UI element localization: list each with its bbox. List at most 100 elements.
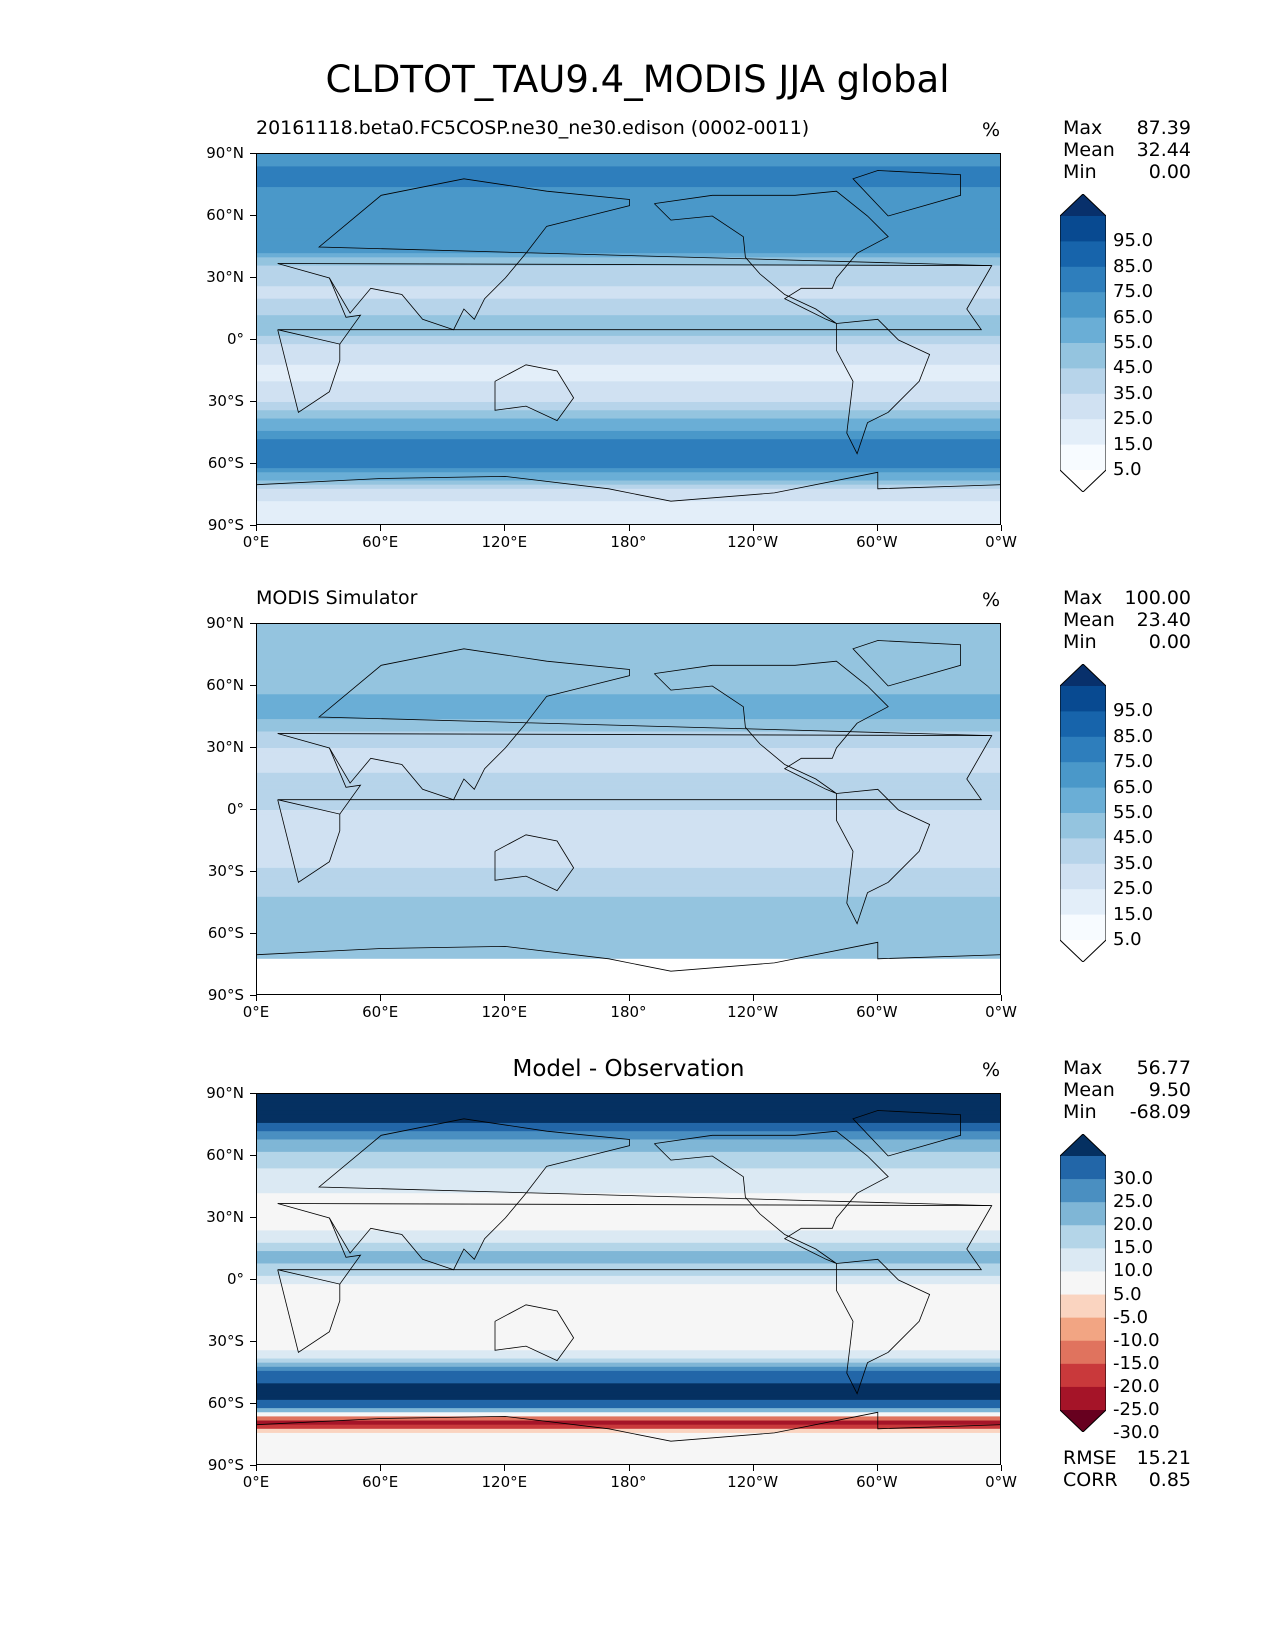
observation-colorbar — [1060, 664, 1106, 962]
heatmap-band — [257, 748, 1000, 753]
latitude-tick — [250, 1341, 256, 1342]
latitude-tick-label: 0° — [226, 1270, 244, 1288]
heatmap-band — [257, 1333, 1000, 1339]
difference-stats: Max 56.77 Mean 9.50 Min -68.09 — [1063, 1057, 1191, 1123]
colorbar-segment — [1060, 838, 1106, 865]
heatmap-band — [257, 244, 1000, 250]
model-units-label: % — [982, 119, 1001, 141]
colorbar-segment — [1060, 266, 1106, 293]
colorbar-segment — [1060, 686, 1106, 712]
colorbar-segment — [1060, 889, 1106, 916]
heatmap-band — [257, 472, 1000, 477]
heatmap-band — [257, 1222, 1000, 1227]
heatmap-band — [257, 513, 1000, 519]
heatmap-band — [257, 178, 1000, 184]
heatmap-band — [257, 1437, 1000, 1442]
heatmap-band — [257, 1102, 1000, 1107]
heatmap-band — [257, 497, 1000, 502]
heatmap-band — [257, 1321, 1000, 1327]
difference-panel: Model - Observation % 90°N 60°N 30°N 0° 30°S… — [0, 940, 1275, 1491]
heatmap-band — [257, 648, 1000, 654]
heatmap-band — [257, 1168, 1000, 1174]
heatmap-band — [257, 1379, 1000, 1384]
heatmap-band — [257, 917, 1000, 923]
heatmap-band — [257, 340, 1000, 345]
coastline — [654, 1130, 889, 1264]
colorbar-tick-label: 75.0 — [1113, 281, 1154, 303]
heatmap-band — [257, 1160, 1000, 1165]
heatmap-band — [257, 1313, 1000, 1318]
heatmap-band — [257, 410, 1000, 415]
coastline — [257, 1411, 1000, 1442]
heatmap-band — [257, 1346, 1000, 1351]
colorbar-extend-bottom — [1060, 940, 1106, 962]
heatmap-band — [257, 480, 1000, 486]
heatmap-band — [257, 1449, 1000, 1455]
stat-mean-label: Mean — [1063, 1079, 1115, 1101]
heatmap-band — [257, 884, 1000, 890]
heatmap-band — [257, 344, 1000, 349]
heatmap-band — [257, 1453, 1000, 1459]
latitude-tick — [250, 215, 256, 216]
longitude-tick — [876, 525, 878, 531]
colorbar-segment — [1060, 292, 1106, 319]
longitude-tick — [256, 1465, 257, 1471]
longitude-tick-label: 120°W — [727, 533, 779, 551]
heatmap-band — [257, 298, 1000, 304]
colorbar-tick-label: -10.0 — [1113, 1329, 1160, 1351]
colorbar-segment — [1060, 1225, 1106, 1249]
heatmap-band — [257, 1428, 1000, 1434]
heatmap-band — [257, 1404, 1000, 1409]
colorbar-segment — [1060, 863, 1106, 890]
heatmap-band — [257, 954, 1000, 960]
colorbar-segment — [1060, 711, 1106, 738]
heatmap-band — [257, 476, 1000, 482]
longitude-tick-label: 60°E — [362, 533, 399, 551]
heatmap-band — [257, 282, 1000, 287]
heatmap-band — [257, 360, 1000, 366]
heatmap-band — [257, 1184, 1000, 1190]
heatmap-band — [257, 1201, 1000, 1207]
heatmap-band — [257, 805, 1000, 811]
stat-mean-value: 32.44 — [1136, 139, 1191, 161]
heatmap-band — [257, 1288, 1000, 1293]
difference-map — [256, 1093, 1001, 1465]
colorbar-segment — [1060, 813, 1106, 839]
heatmap-band — [257, 756, 1000, 761]
heatmap-band — [257, 640, 1000, 646]
heatmap-band — [257, 402, 1000, 407]
colorbar-segment — [1060, 444, 1106, 471]
longitude-tick — [752, 1465, 754, 1471]
latitude-tick-label: 60°S — [207, 454, 244, 472]
longitude-tick-label: 60°W — [856, 533, 898, 551]
colorbar-tick-label: 25.0 — [1113, 1191, 1154, 1213]
latitude-tick — [250, 1279, 256, 1280]
colorbar-tick-label: 55.0 — [1113, 802, 1154, 823]
colorbar-tick-label: 5.0 — [1113, 929, 1142, 950]
heatmap-band — [257, 1094, 1000, 1099]
heatmap-band — [257, 863, 1000, 869]
colorbar-segment — [1060, 1156, 1106, 1180]
heatmap-band — [257, 859, 1000, 865]
coastline — [494, 364, 575, 422]
heatmap-band — [257, 913, 1000, 919]
heatmap-band — [257, 451, 1000, 457]
heatmap-band — [257, 925, 1000, 931]
heatmap-band — [257, 364, 1000, 370]
heatmap-band — [257, 847, 1000, 852]
heatmap-band — [257, 435, 1000, 440]
observation-panel-title: MODIS Simulator — [256, 587, 418, 609]
coastline — [277, 263, 993, 345]
heatmap-band — [257, 781, 1000, 786]
heatmap-band — [257, 406, 1000, 411]
longitude-tick-label: 60°W — [856, 1003, 898, 1021]
heatmap-band — [257, 1296, 1000, 1302]
heatmap-band — [257, 505, 1000, 511]
heatmap-band — [257, 501, 1000, 506]
heatmap-band — [257, 888, 1000, 894]
heatmap-band — [257, 232, 1000, 238]
heatmap-band — [257, 1180, 1000, 1186]
longitude-tick-label: 180° — [610, 1003, 647, 1021]
heatmap-band — [257, 785, 1000, 790]
colorbar-segment — [1060, 368, 1106, 395]
